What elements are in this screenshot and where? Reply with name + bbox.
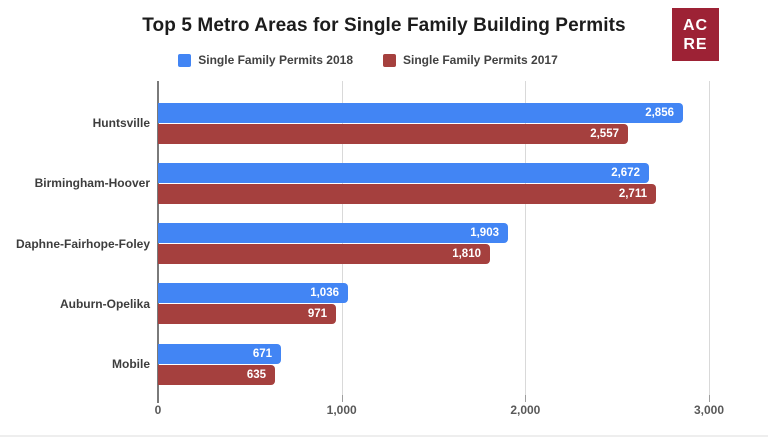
- acre-logo-line1: AC: [682, 16, 709, 34]
- bar-2018-huntsville: 2,856: [158, 103, 683, 123]
- category-label: Mobile: [112, 357, 150, 371]
- bar-value-label: 2,672: [611, 167, 640, 179]
- bar-2018-mobile: 671: [158, 344, 281, 364]
- legend-label: Single Family Permits 2018: [198, 53, 353, 67]
- axis-tick: [525, 395, 527, 402]
- bar-value-label: 635: [246, 369, 266, 381]
- category-label: Auburn-Opelika: [59, 296, 150, 311]
- bar-value-label: 971: [307, 308, 327, 320]
- chart-title: Top 5 Metro Areas for Single Family Buil…: [142, 15, 626, 36]
- axis-tick: [709, 395, 710, 402]
- bar-value-label: 2,557: [590, 128, 619, 140]
- bar-2017-birmingham-hoover: 2,711: [158, 184, 656, 204]
- axis-tick: [341, 395, 343, 402]
- x-axis-tick-label: 1,000: [326, 403, 357, 417]
- bar-value-label: 2,856: [645, 107, 674, 119]
- bar-value-label: 2,711: [618, 188, 647, 200]
- legend-item-2018: Single Family Permits 2018: [178, 53, 353, 67]
- legend-label: Single Family Permits 2017: [403, 53, 558, 67]
- bar-2017-huntsville: 2,557: [158, 124, 628, 144]
- bar-2017-mobile: 635: [158, 365, 275, 385]
- legend-item-2017: Single Family Permits 2017: [383, 53, 558, 67]
- bar-value-label: 1,903: [470, 227, 499, 239]
- x-axis-tick-label: 0: [154, 403, 162, 417]
- category-label: Huntsville: [92, 116, 150, 130]
- category-label: Birmingham-Hoover: [34, 176, 150, 191]
- bar-2017-auburn-opelika: 971: [158, 304, 336, 324]
- bar-2018-birmingham-hoover: 2,672: [158, 163, 649, 183]
- bar-2017-daphne-fairhope-foley: 1,810: [158, 244, 490, 264]
- legend-swatch-icon: [178, 53, 192, 67]
- x-axis-tick-label: 3,000: [693, 403, 725, 417]
- acre-logo-line2: RE: [683, 35, 708, 53]
- chart-legend: Single Family Permits 2018 Single Family …: [0, 51, 736, 69]
- x-axis-tick-label: 2,000: [510, 403, 541, 417]
- bar-value-label: 671: [252, 348, 272, 360]
- category-label: Daphne-Fairhope-Foley: [15, 236, 150, 251]
- acre-logo: AC RE: [672, 8, 719, 61]
- legend-swatch-icon: [383, 53, 396, 67]
- gridline: [709, 81, 710, 395]
- gridline: [525, 81, 527, 395]
- bar-value-label: 1,810: [452, 248, 481, 260]
- bar-2018-auburn-opelika: 1,036: [158, 283, 348, 303]
- bar-2018-daphne-fairhope-foley: 1,903: [158, 223, 508, 243]
- bar-value-label: 1,036: [310, 287, 339, 299]
